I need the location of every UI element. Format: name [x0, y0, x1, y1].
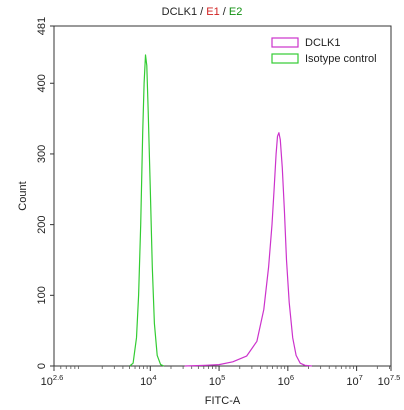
x-tick-label: 107 [346, 373, 362, 388]
x-tick-label: 105 [209, 373, 225, 388]
plot-frame [53, 25, 392, 367]
series-line-dclk1 [184, 132, 312, 367]
title-part-2: / [219, 6, 229, 18]
x-tick-label: 106 [278, 373, 294, 388]
series-line-isotype-control [129, 54, 165, 367]
x-tick-label: 107.5 [378, 373, 401, 388]
chart-title: DCLK1 / E1 / E2 [0, 6, 404, 18]
title-part-1: E1 [206, 6, 220, 18]
y-tick-label: 100 [36, 286, 48, 304]
y-tick-label: 481 [36, 17, 48, 35]
y-axis-title: Count [17, 181, 29, 210]
y-tick-label: 300 [36, 145, 48, 163]
legend-label-dclk1: DCLK1 [305, 37, 340, 49]
y-tick-label: 400 [36, 74, 48, 92]
x-tick-label: 102.6 [41, 373, 64, 388]
title-part-3: E2 [228, 6, 243, 18]
y-tick-label: 200 [36, 215, 48, 233]
legend-label-isotype-control: Isotype control [305, 53, 377, 65]
legend-swatch-dclk1 [271, 37, 299, 48]
y-tick-label: 0 [36, 363, 48, 369]
x-tick-label: 104 [140, 373, 156, 388]
legend-swatch-isotype-control [271, 53, 299, 64]
x-axis-title: FITC-A [205, 395, 241, 407]
title-part-0: DCLK1 / [161, 6, 207, 18]
